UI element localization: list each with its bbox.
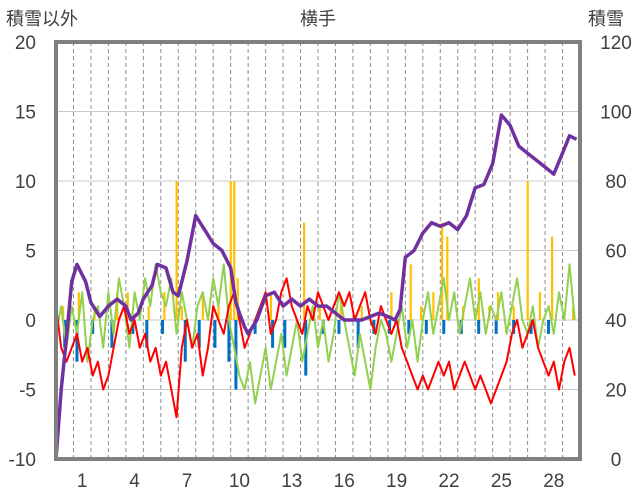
precip-bar — [547, 320, 551, 334]
precip-bar — [161, 320, 165, 334]
right-tick-label: 120 — [600, 33, 632, 54]
x-tick-label: 22 — [438, 471, 459, 492]
series-lines — [54, 113, 578, 460]
precip-bar — [110, 320, 114, 348]
precip-bar — [75, 320, 79, 362]
left-tick-label: 10 — [15, 172, 36, 193]
snowfall-bar — [526, 181, 529, 320]
snowfall-bar — [512, 306, 515, 320]
grid — [56, 41, 580, 460]
x-tick-label: 1 — [77, 471, 88, 492]
snowfall-bar — [572, 306, 575, 320]
snowfall-bar — [175, 181, 178, 320]
precip-bar — [407, 320, 411, 334]
snowfall-bar — [269, 292, 273, 320]
precip-bar — [213, 320, 217, 348]
snowfall-bar — [441, 222, 444, 320]
x-tick-label: 25 — [491, 471, 512, 492]
left-tick-label: 5 — [25, 242, 36, 263]
precip-bar — [356, 320, 360, 348]
snowfall-bar — [229, 181, 232, 320]
right-tick-label: 20 — [605, 381, 626, 402]
left-tick-label: -5 — [19, 381, 36, 402]
precip-bar — [424, 320, 428, 334]
snowfall-bar — [318, 306, 321, 320]
right-axis-label: 積雪 — [588, 9, 624, 30]
snowfall-bar — [432, 292, 435, 320]
x-tick-label: 4 — [129, 471, 140, 492]
right-axis-ticks: 120 100 80 60 40 20 0 — [600, 33, 632, 471]
snowfall-bar — [180, 306, 183, 320]
precip-bar — [494, 320, 498, 334]
snowfall-bar — [236, 278, 239, 320]
snowfall-bar — [77, 292, 80, 320]
right-tick-label: 100 — [600, 103, 632, 124]
snowfall-bar — [147, 306, 150, 320]
snowfall-bar — [551, 236, 554, 320]
snowfall-bar — [446, 236, 449, 320]
left-axis-ticks: 20 15 10 5 0 -5 -10 — [9, 33, 36, 471]
snowfall-bar — [409, 264, 412, 320]
snowfall-bar — [201, 292, 204, 320]
precip-bar — [477, 320, 481, 334]
right-tick-label: 60 — [605, 242, 626, 263]
x-tick-label: 13 — [281, 471, 302, 492]
x-tick-label: 10 — [229, 471, 250, 492]
precip-bar — [442, 320, 446, 334]
precip-bar — [145, 320, 149, 348]
right-tick-label: 80 — [605, 172, 626, 193]
plot-frame — [54, 40, 582, 461]
precip-bar — [197, 320, 201, 348]
left-tick-label: 15 — [15, 103, 36, 124]
precip-bar — [227, 320, 231, 362]
x-axis-ticks: 1 4 7 10 13 16 19 22 25 28 — [77, 471, 564, 492]
chart-title: 横手 — [300, 9, 336, 30]
precip-bar — [271, 320, 275, 348]
bars — [61, 181, 575, 390]
snowfall-bar — [538, 292, 542, 320]
x-tick-label: 7 — [182, 471, 193, 492]
right-tick-label: 40 — [605, 311, 626, 332]
precip-bar — [337, 320, 341, 334]
snowfall-bar — [217, 306, 220, 320]
left-axis-label: 積雪以外 — [6, 9, 78, 30]
snowfall-bar — [339, 306, 342, 320]
precip-bar — [183, 320, 187, 362]
left-tick-label: 0 — [25, 311, 36, 332]
snowfall-bar — [163, 292, 166, 320]
series-line-snow-depth — [54, 113, 578, 460]
x-tick-label: 16 — [334, 471, 355, 492]
snowfall-bar — [360, 306, 363, 320]
snowfall-bar — [233, 181, 236, 320]
x-tick-label: 28 — [543, 471, 564, 492]
snowfall-bar — [390, 292, 393, 320]
snowfall-bar — [303, 222, 306, 320]
snowfall-bar — [420, 306, 423, 320]
precip-bar — [253, 320, 257, 334]
x-tick-label: 19 — [386, 471, 407, 492]
left-tick-label: -10 — [9, 450, 36, 471]
right-tick-label: 0 — [611, 450, 622, 471]
precip-bar — [283, 320, 287, 348]
left-tick-label: 20 — [15, 33, 36, 54]
